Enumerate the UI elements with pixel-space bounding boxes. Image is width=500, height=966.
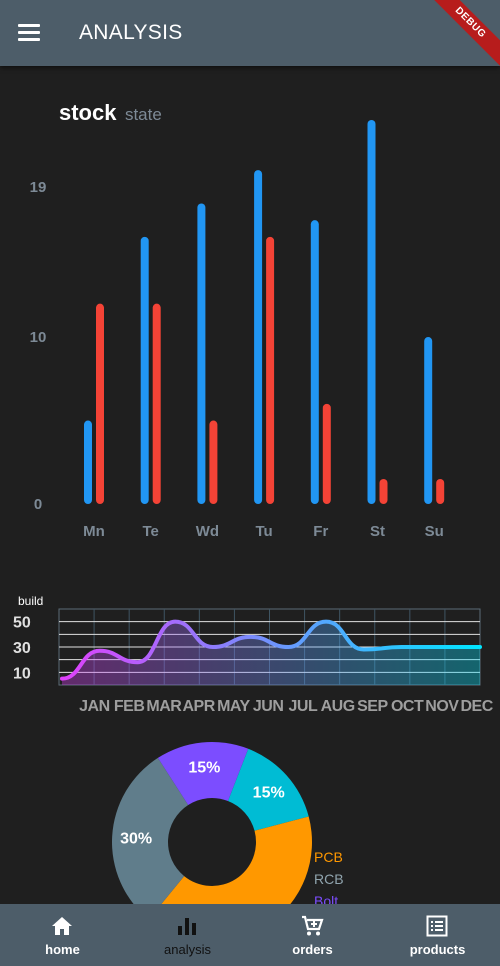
build-chart-title: build bbox=[18, 594, 43, 608]
nav-home-label: home bbox=[45, 942, 80, 957]
bar bbox=[96, 303, 104, 504]
bar bbox=[424, 337, 433, 504]
slice-label: 30% bbox=[120, 831, 152, 848]
app-bar: ANALYSIS DEBUG bbox=[0, 0, 500, 66]
nav-orders-label: orders bbox=[292, 942, 333, 957]
legend-entry: RCB bbox=[314, 871, 344, 887]
x-tick-label: Fr bbox=[313, 523, 328, 540]
bar bbox=[140, 236, 149, 504]
y-tick-label: 10 bbox=[13, 665, 31, 682]
bar bbox=[322, 403, 331, 504]
x-tick-label: JAN bbox=[79, 698, 110, 715]
x-tick-label: SEP bbox=[357, 698, 388, 715]
list-icon bbox=[426, 915, 448, 937]
bar bbox=[367, 120, 376, 504]
y-tick-label: 19 bbox=[30, 179, 47, 196]
build-line-chart: build 10 30 50 JAN FEB MAR APR MAY JUN JUL AUG SEP OC… bbox=[13, 594, 494, 715]
donut-chart: 15% 30% 15% PCB RCB Bolt bbox=[112, 742, 344, 905]
x-tick-label: Tu bbox=[255, 523, 272, 540]
x-tick-label: Te bbox=[142, 523, 158, 540]
x-tick-label: OCT bbox=[391, 698, 424, 715]
nav-analysis-label: analysis bbox=[164, 942, 211, 957]
bar bbox=[209, 420, 218, 504]
x-tick-label: MAR bbox=[146, 698, 182, 715]
x-tick-label: Su bbox=[425, 523, 444, 540]
x-tick-label: DEC bbox=[460, 698, 493, 715]
x-tick-label: St bbox=[370, 523, 385, 540]
nav-products-label: products bbox=[409, 942, 466, 957]
stock-bar-chart: 0 10 19 Mn Te Wd Tu Fr St Su bbox=[30, 120, 445, 540]
nav-products[interactable]: products bbox=[375, 904, 500, 966]
nav-home[interactable]: home bbox=[0, 904, 125, 966]
home-icon bbox=[52, 917, 72, 935]
bar bbox=[436, 478, 445, 504]
bottom-navigation: home analysis orders products bbox=[0, 904, 500, 966]
page-title: ANALYSIS bbox=[79, 21, 183, 44]
x-tick-label: FEB bbox=[114, 698, 145, 715]
y-tick-label: 10 bbox=[30, 329, 47, 346]
bar bbox=[254, 170, 263, 504]
bar bbox=[379, 478, 388, 504]
menu-icon[interactable] bbox=[18, 24, 40, 42]
x-tick-label: AUG bbox=[321, 698, 355, 715]
pie-slice bbox=[112, 757, 189, 905]
y-tick-label: 0 bbox=[34, 496, 42, 513]
cart-icon bbox=[302, 915, 324, 936]
x-tick-label: NOV bbox=[425, 698, 459, 715]
bar bbox=[197, 203, 206, 504]
stock-title: stock bbox=[59, 100, 117, 125]
bar bbox=[266, 236, 275, 504]
series-line bbox=[60, 619, 482, 681]
pie-slice bbox=[157, 742, 249, 805]
stock-chart-title: stock state bbox=[59, 100, 162, 126]
x-tick-label: Mn bbox=[83, 523, 105, 540]
bar bbox=[152, 303, 161, 504]
stock-subtitle: state bbox=[124, 105, 162, 124]
y-tick-label: 50 bbox=[13, 615, 31, 632]
x-tick-label: APR bbox=[182, 698, 215, 715]
x-tick-label: JUN bbox=[253, 698, 284, 715]
legend-entry: Bolt bbox=[314, 893, 338, 905]
bar-chart-icon bbox=[178, 918, 196, 935]
x-tick-label: MAY bbox=[217, 698, 250, 715]
slice-label: 15% bbox=[188, 759, 220, 776]
pie-slice bbox=[160, 816, 312, 905]
nav-orders[interactable]: orders bbox=[250, 904, 375, 966]
nav-analysis[interactable]: analysis bbox=[125, 904, 250, 966]
x-tick-label: JUL bbox=[289, 698, 318, 715]
slice-label: 15% bbox=[253, 784, 285, 801]
pie-slice bbox=[227, 748, 309, 831]
area-fill bbox=[62, 621, 480, 685]
y-tick-label: 30 bbox=[13, 640, 31, 657]
bar bbox=[84, 420, 92, 504]
x-tick-label: Wd bbox=[196, 523, 219, 540]
legend-entry: PCB bbox=[314, 849, 343, 865]
debug-banner-container: DEBUG bbox=[434, 0, 500, 66]
bar bbox=[310, 220, 319, 504]
debug-banner: DEBUG bbox=[434, 0, 500, 66]
